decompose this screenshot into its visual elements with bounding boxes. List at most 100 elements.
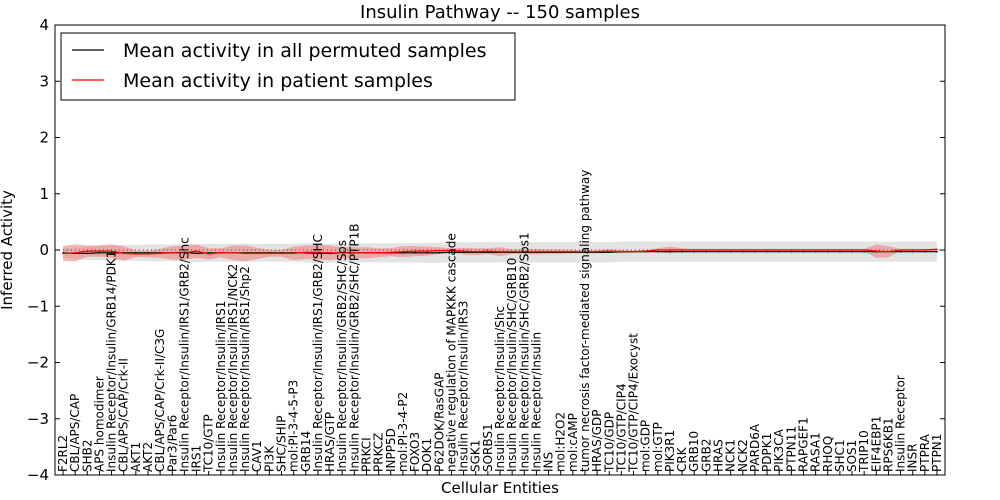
x-tick-label: Insulin Receptor/Insulin/SHC/GRB2/Sos1 — [517, 232, 531, 472]
x-tick-label: mol:H2O2 — [554, 412, 568, 472]
x-tick-label: PARD6A — [748, 423, 762, 472]
x-tick-label: Insulin Receptor/Insulin/GRB2/SHC/PTP1B — [347, 223, 361, 472]
x-tick-label: RASA1 — [809, 432, 823, 472]
x-tick-label: NCK2 — [736, 439, 750, 472]
data-point — [717, 249, 720, 251]
data-point — [802, 249, 805, 251]
x-tick-label: F2RL2 — [56, 435, 70, 472]
data-point — [790, 249, 793, 251]
x-tick-label: Insulin Receptor/Insulin — [529, 332, 543, 472]
data-point — [280, 252, 283, 255]
x-tick-label: PDPK1 — [760, 433, 774, 472]
x-tick-label: PIK3CA — [772, 428, 786, 472]
data-point — [766, 249, 768, 251]
x-tick-label: PI3K — [262, 445, 276, 472]
data-point — [790, 250, 793, 253]
data-point — [657, 249, 659, 251]
data-point — [729, 250, 732, 253]
data-point — [499, 250, 501, 253]
x-tick-label: Insulin Receptor/Insulin/SHC/GRB10 — [505, 258, 519, 472]
data-point — [693, 249, 696, 251]
data-point — [839, 250, 841, 253]
data-point — [911, 250, 914, 253]
data-point — [511, 250, 513, 253]
x-axis-label: Cellular Entities — [441, 479, 559, 497]
data-point — [389, 251, 392, 254]
legend-entry-permuted: Mean activity in all permuted samples — [123, 40, 486, 62]
x-tick-label: TRIP10 — [857, 430, 871, 473]
y-tick-label: 0 — [39, 241, 49, 259]
x-tick-label: Insulin Receptor/Insulin/GRB14/PDK1 — [105, 251, 119, 472]
x-tick-label: SHC1 — [833, 439, 847, 472]
x-tick-label: Insulin Receptor/Insulin/IRS3 — [457, 301, 471, 472]
data-point — [462, 250, 465, 252]
data-point — [195, 252, 198, 255]
data-point — [741, 249, 744, 251]
x-tick-label: negative regulation of MAPKKK cascade — [444, 233, 458, 472]
data-point — [450, 251, 453, 254]
data-point — [826, 250, 829, 253]
data-point — [329, 252, 331, 254]
x-tick-label: TC10/GDP — [602, 412, 616, 473]
x-tick-label: mol:cAMP — [566, 413, 580, 472]
data-point — [98, 250, 101, 252]
x-tick-label: NCK1 — [724, 439, 738, 472]
data-point — [86, 250, 89, 252]
x-tick-label: INS — [542, 452, 556, 472]
data-point — [669, 250, 671, 253]
x-tick-label: GRB2 — [699, 438, 713, 472]
data-point — [924, 250, 926, 253]
x-tick-label: APS homodimer — [92, 376, 106, 472]
y-axis-label: Inferred Activity — [0, 190, 16, 310]
data-point — [632, 250, 635, 253]
data-point — [559, 250, 562, 253]
y-tick-label: 3 — [39, 72, 49, 90]
x-tick-label: tumor necrosis factor-mediated signaling… — [578, 170, 592, 472]
x-tick-label: mol:GDP — [639, 420, 653, 472]
data-point — [353, 252, 356, 254]
x-tick-label: GRB14 — [299, 431, 313, 472]
data-point — [596, 250, 598, 253]
data-point — [171, 252, 174, 254]
data-point — [426, 252, 428, 254]
data-point — [487, 251, 489, 254]
x-tick-label: HRAS/GDP — [590, 409, 604, 472]
data-point — [304, 251, 307, 254]
x-tick-label: EIF4EBP1 — [869, 416, 883, 472]
series-points-1 — [62, 248, 938, 255]
data-point — [147, 252, 149, 254]
data-point — [936, 248, 938, 251]
y-tick-label: −4 — [27, 466, 49, 484]
y-tick-label: −2 — [27, 354, 49, 372]
data-point — [135, 252, 137, 254]
x-tick-label: RHOQ — [821, 436, 835, 472]
x-tick-label: Insulin Receptor/Insulin/GRB2/SHC/Sos — [335, 240, 349, 472]
x-tick-label: PTPRA — [918, 433, 932, 472]
data-point — [438, 252, 441, 254]
x-tick-label: RAPGEF1 — [796, 417, 810, 472]
x-tick-label: GRB10 — [687, 431, 701, 472]
x-tick-label: TC10/GTP — [202, 414, 216, 473]
x-tick-label: Insulin Receptor — [894, 375, 908, 472]
legend: Mean activity in all permuted samples Me… — [60, 32, 516, 101]
x-tick-label: Insulin Receptor/Insulin/Shc — [493, 306, 507, 472]
data-point — [450, 249, 453, 252]
x-tick-label: CBL/APS/CAP — [68, 394, 82, 472]
x-tick-label: PRKCZ — [372, 433, 386, 472]
x-tick-label: TC10/GTP/CIP4/Exocyst — [627, 333, 641, 473]
data-point — [377, 252, 380, 254]
data-point — [414, 250, 416, 252]
x-tick-label: Insulin Receptor/Insulin/IRS1/NCK2 — [226, 264, 240, 472]
data-point — [778, 249, 780, 251]
x-tick-label: Insulin Receptor/Insulin/IRS1 — [214, 301, 228, 472]
chart-title: Insulin Pathway -- 150 samples — [360, 2, 640, 23]
data-point — [899, 249, 902, 251]
x-tick-label: SHB2 — [80, 439, 94, 472]
data-point — [778, 250, 780, 253]
data-point — [110, 250, 113, 252]
x-tick-label: TC10/GTP/CIP4 — [614, 383, 628, 473]
data-point — [402, 250, 404, 253]
data-point — [693, 250, 696, 253]
data-point — [535, 250, 538, 253]
